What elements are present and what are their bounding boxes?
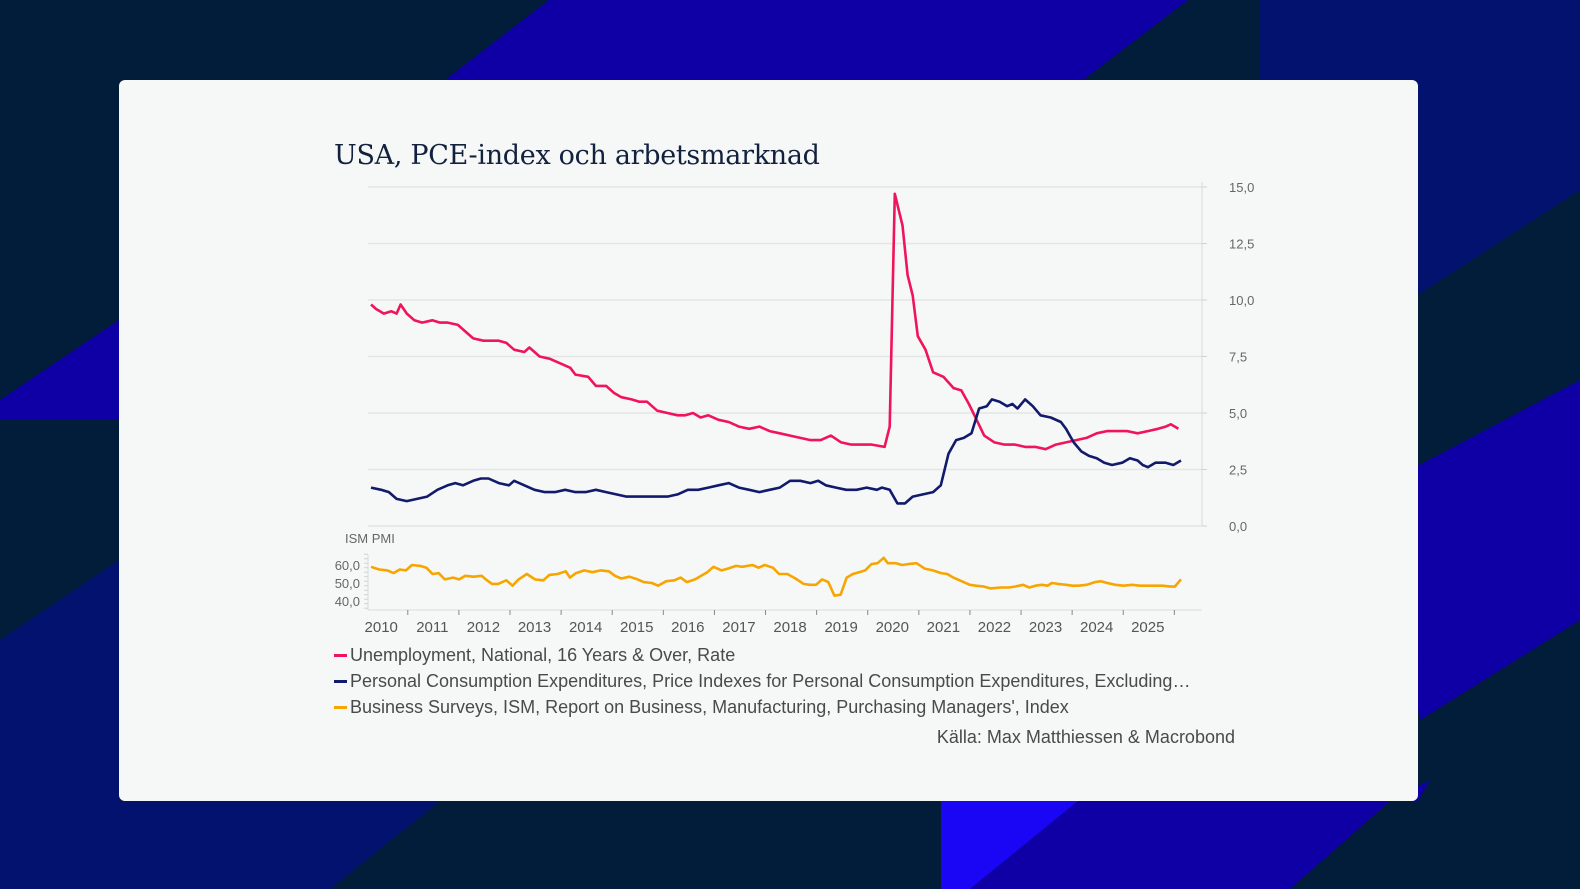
series-unemployment	[370, 192, 1180, 451]
legend-label: Personal Consumption Expenditures, Price…	[350, 671, 1191, 691]
bg-stripe-top	[445, 0, 1188, 80]
legend: Unemployment, National, 16 Years & Over,…	[334, 642, 1190, 720]
legend-item-ism: Business Surveys, ISM, Report on Busines…	[334, 694, 1190, 720]
pmi-tick-label: 50,0	[335, 576, 360, 591]
x-tick-label: 2018	[773, 619, 806, 636]
x-axis: 2010 2011 2012 2013 2014 2015 2016 2017 2018 2019…	[365, 610, 1175, 636]
bg-stripe-left	[0, 320, 119, 420]
legend-label: Business Surveys, ISM, Report on Busines…	[350, 697, 1069, 717]
bg-stripe-bottom-right	[970, 780, 1430, 889]
main-grid	[368, 186, 1202, 527]
y-tick-label: 7,5	[1229, 350, 1247, 365]
x-tick-label: 2019	[824, 619, 857, 636]
x-tick-label: 2016	[671, 619, 704, 636]
pmi-tick-label: 60,0	[335, 558, 360, 573]
chart-title: USA, PCE-index och arbetsmarknad	[334, 140, 820, 171]
x-tick-label: 2021	[927, 619, 960, 636]
x-tick-label: 2013	[518, 619, 551, 636]
pmi-tick-label: 40,0	[335, 594, 360, 609]
series-ism-pmi	[370, 556, 1182, 597]
pmi-y-axis: ISM PMI 40,0 50,0 60,0	[335, 531, 1202, 611]
x-tick-label: 2012	[467, 619, 500, 636]
x-tick-label: 2011	[416, 619, 448, 636]
source-note: Källa: Max Matthiessen & Macrobond	[936, 727, 1235, 747]
legend-swatch	[334, 705, 347, 709]
chart-card: USA, PCE-index och arbetsmarknad 0,0 2,5 5…	[119, 80, 1418, 801]
y-tick-label: 15,0	[1229, 180, 1254, 195]
y-tick-label: 5,0	[1229, 406, 1247, 421]
series-pce	[370, 398, 1182, 505]
legend-swatch	[334, 653, 347, 657]
y-tick-label: 12,5	[1229, 237, 1254, 252]
main-y-axis: 0,0 2,5 5,0 7,5 10,0 12,5 15,0	[1201, 180, 1254, 534]
main-series	[370, 192, 1182, 505]
legend-item-pce: Personal Consumption Expenditures, Price…	[334, 668, 1190, 694]
y-tick-label: 10,0	[1229, 293, 1254, 308]
legend-swatch	[334, 679, 347, 683]
chart: 0,0 2,5 5,0 7,5 10,0 12,5 15,0 ISM PMI 40,0 50,0…	[335, 180, 1255, 636]
y-tick-label: 2,5	[1229, 463, 1247, 478]
legend-label: Unemployment, National, 16 Years & Over,…	[350, 645, 736, 665]
x-tick-label: 2025	[1131, 619, 1164, 636]
pmi-series	[370, 556, 1182, 597]
x-tick-label: 2020	[876, 619, 909, 636]
bg-stripe-right-2	[1410, 570, 1580, 720]
x-tick-label: 2024	[1080, 619, 1113, 636]
x-tick-label: 2017	[722, 619, 755, 636]
x-tick-label: 2010	[365, 619, 398, 636]
bg-stripe-bottom-left-2	[0, 801, 440, 889]
x-tick-label: 2014	[569, 619, 602, 636]
x-tick-label: 2015	[620, 619, 653, 636]
x-tick-label: 2023	[1029, 619, 1062, 636]
bg-stripe-bright	[941, 801, 1078, 889]
x-tick-label: 2022	[978, 619, 1011, 636]
legend-item-unemployment: Unemployment, National, 16 Years & Over,…	[334, 642, 1190, 668]
pmi-axis-title: ISM PMI	[345, 531, 395, 546]
y-tick-label: 0,0	[1229, 519, 1247, 534]
